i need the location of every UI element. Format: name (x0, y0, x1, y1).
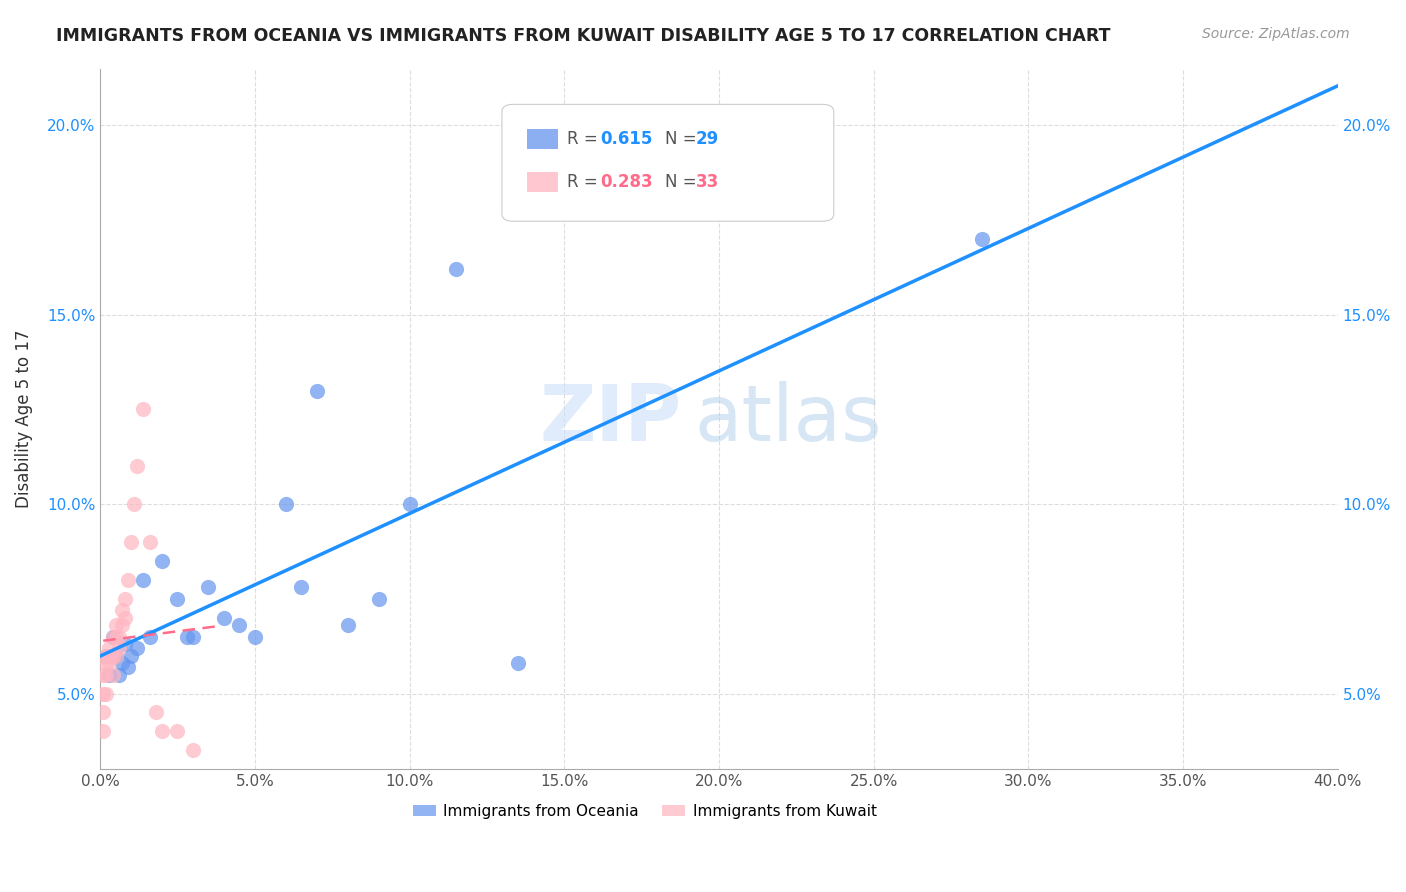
Point (117, 573, 139, 587)
Point (114, 611, 136, 625)
Point (101, 667, 124, 681)
Point (96, 687, 118, 701)
Point (290, 581, 312, 595)
Point (166, 724, 188, 739)
Point (212, 611, 235, 625)
Point (107, 667, 129, 681)
Point (104, 648, 127, 663)
Point (101, 630, 124, 644)
Text: ZIP: ZIP (540, 381, 682, 457)
Point (145, 706, 167, 720)
Point (138, 535, 160, 549)
Point (398, 497, 420, 511)
Text: 0.283: 0.283 (600, 173, 652, 191)
Text: 33: 33 (696, 173, 720, 191)
Point (181, 743, 204, 757)
Text: N =: N = (665, 173, 702, 191)
Point (91, 724, 114, 739)
Point (98, 667, 121, 681)
Point (120, 648, 142, 663)
Point (111, 657, 134, 671)
Point (367, 591, 389, 606)
Point (98, 648, 121, 663)
Point (104, 630, 127, 644)
Point (96, 648, 118, 663)
Point (91, 667, 114, 681)
Text: IMMIGRANTS FROM OCEANIA VS IMMIGRANTS FROM KUWAIT DISABILITY AGE 5 TO 17 CORRELA: IMMIGRANTS FROM OCEANIA VS IMMIGRANTS FR… (56, 27, 1111, 45)
Text: 29: 29 (696, 130, 720, 148)
Point (96, 657, 118, 671)
Point (228, 618, 250, 632)
Point (114, 637, 136, 651)
Text: R =: R = (567, 130, 603, 148)
Legend: Immigrants from Oceania, Immigrants from Kuwait: Immigrants from Oceania, Immigrants from… (406, 797, 883, 825)
Point (506, 657, 529, 671)
Point (101, 648, 124, 663)
Point (104, 618, 127, 632)
Point (107, 641, 129, 656)
Point (91, 706, 114, 720)
Point (127, 459, 149, 474)
Point (305, 384, 328, 398)
Point (132, 573, 155, 587)
Point (197, 581, 219, 595)
Point (117, 660, 139, 674)
Point (138, 630, 160, 644)
Point (166, 591, 188, 606)
Point (274, 497, 297, 511)
Point (150, 724, 173, 739)
Point (101, 630, 124, 644)
Point (107, 630, 129, 644)
Point (150, 554, 173, 568)
Point (132, 402, 155, 417)
Text: 0.615: 0.615 (600, 130, 652, 148)
Point (122, 497, 145, 511)
Point (336, 618, 359, 632)
Point (96, 648, 118, 663)
Point (176, 630, 198, 644)
Point (98, 641, 121, 656)
Point (91, 687, 114, 701)
Point (970, 232, 993, 246)
Point (444, 262, 467, 277)
Point (243, 630, 266, 644)
Point (104, 648, 127, 663)
Text: N =: N = (665, 130, 702, 148)
Text: atlas: atlas (695, 381, 882, 457)
Text: Source: ZipAtlas.com: Source: ZipAtlas.com (1202, 27, 1350, 41)
Point (181, 630, 204, 644)
Y-axis label: Disability Age 5 to 17: Disability Age 5 to 17 (15, 330, 32, 508)
Point (111, 603, 134, 617)
Point (96, 667, 118, 681)
Point (98, 657, 121, 671)
Point (114, 591, 136, 606)
Point (120, 535, 142, 549)
Point (111, 618, 134, 632)
Point (127, 641, 149, 656)
Text: R =: R = (567, 173, 603, 191)
